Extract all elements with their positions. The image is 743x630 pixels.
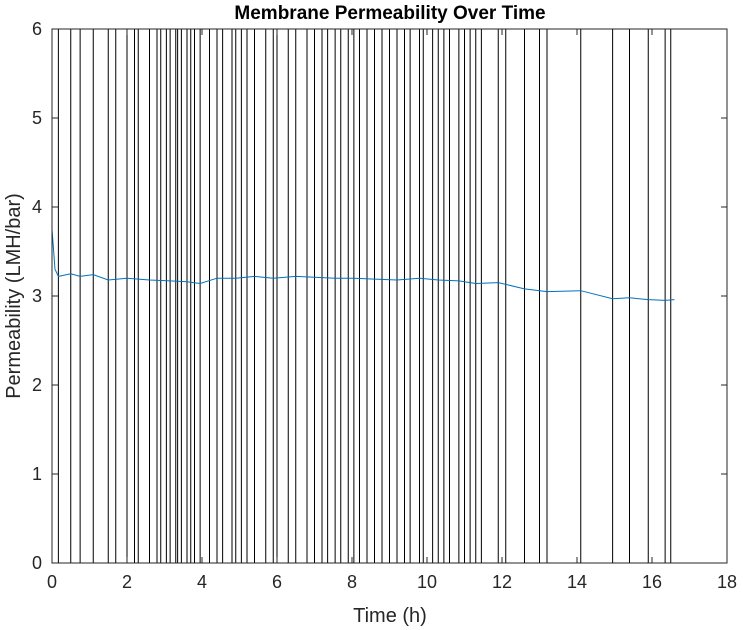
y-tick-label: 6 [32,19,42,39]
y-tick-label: 4 [32,197,42,217]
y-axis-label: Permeability (LMH/bar) [3,193,25,399]
y-tick-label: 0 [32,553,42,573]
series-line [51,229,675,301]
y-tick-label: 2 [32,375,42,395]
y-axis: 0 1 2 3 4 5 6 [32,19,727,573]
y-tick-label: 1 [32,464,42,484]
x-tick-label: 0 [47,572,57,592]
chart-title: Membrane Permeability Over Time [234,3,545,24]
x-tick-label: 2 [122,572,132,592]
x-tick-label: 8 [347,572,357,592]
x-tick-label: 14 [567,572,587,592]
x-tick-label: 16 [642,572,662,592]
x-tick-label: 12 [492,572,512,592]
x-tick-label: 10 [417,572,437,592]
y-tick-label: 3 [32,286,42,306]
x-tick-label: 6 [272,572,282,592]
x-tick-label: 18 [717,572,737,592]
x-axis: 0 2 4 6 8 10 12 14 16 18 [47,29,737,592]
x-tick-label: 4 [197,572,207,592]
event-lines [57,29,672,563]
series-layer [51,229,675,301]
x-axis-label: Time (h) [353,605,427,627]
y-tick-label: 5 [32,108,42,128]
